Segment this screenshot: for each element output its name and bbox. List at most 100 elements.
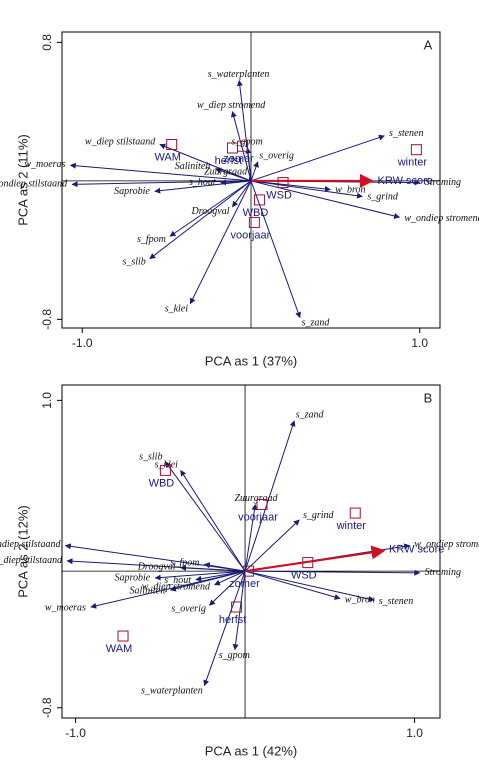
loading-arrow xyxy=(244,420,296,572)
loading-arrow xyxy=(209,570,246,606)
point-label: voorjaar xyxy=(231,229,271,241)
point-label: WBD xyxy=(149,477,175,489)
y-axis-label: PCA as 2 (11%) xyxy=(15,134,30,226)
arrow-label: s_stenen xyxy=(379,596,413,607)
loading-arrow xyxy=(69,162,252,182)
sample-point xyxy=(349,507,361,519)
loading-arrow xyxy=(250,180,363,199)
loading-arrow xyxy=(154,180,252,194)
panel-label: A xyxy=(424,37,433,52)
loading-arrow xyxy=(164,461,246,572)
point-label: herfst xyxy=(215,155,243,167)
loading-arrow xyxy=(244,519,300,572)
arrow-label: w_diep stilstaand xyxy=(85,137,156,148)
arrow-label: Saliniteit xyxy=(175,161,211,172)
sample-point xyxy=(248,216,260,228)
x-axis-label: PCA as 1 (37%) xyxy=(205,353,298,368)
y-tick-label: -0.8 xyxy=(40,697,54,718)
sample-point xyxy=(253,194,265,206)
arrow-label: s_fpom xyxy=(171,558,200,569)
loading-arrow xyxy=(154,570,246,581)
loading-arrow xyxy=(159,143,252,182)
loading-arrow xyxy=(250,180,331,192)
point-label: winter xyxy=(336,520,367,532)
loading-arrow xyxy=(250,180,301,319)
x-tick-label: -1.0 xyxy=(72,336,93,350)
point-label: WSD xyxy=(266,190,292,202)
arrow-label: Stroming xyxy=(425,567,461,578)
sample-point xyxy=(410,144,422,156)
sample-point xyxy=(242,565,254,577)
loading-arrow xyxy=(203,562,246,572)
arrow-label: Droogval xyxy=(137,562,176,573)
arrow-label: s_stenen xyxy=(389,128,423,139)
loading-arrow xyxy=(232,180,252,208)
arrow-label: Droogval xyxy=(191,206,230,217)
arrow-label: w_ondiep stilstaand xyxy=(0,539,61,550)
sample-point xyxy=(302,557,314,569)
loading-arrow xyxy=(90,570,246,609)
y-tick-label: -0.8 xyxy=(40,309,54,330)
loading-arrow xyxy=(245,147,252,181)
arrow-label: KRW score xyxy=(389,544,444,556)
arrow-label: s_hout xyxy=(164,575,191,586)
arrow-label: w_ondiep stromend xyxy=(404,213,479,224)
plot-frame xyxy=(61,384,441,719)
arrow-label: Saprobie xyxy=(114,186,150,197)
arrow-label: Stroming xyxy=(425,177,461,188)
arrow-label: s_gpom xyxy=(219,650,250,661)
loading-arrow xyxy=(169,180,252,237)
arrow-label: w_moeras xyxy=(24,159,65,170)
arrow-label: Zuurgraad xyxy=(235,493,279,504)
point-label: zomer xyxy=(229,578,260,590)
point-label: winter xyxy=(397,157,428,169)
loading-arrow xyxy=(64,543,246,572)
loading-arrow xyxy=(248,176,255,184)
arrow-label: w_bron xyxy=(345,594,375,605)
arrow-label: s_grind xyxy=(367,192,399,203)
loading-arrow xyxy=(189,180,252,305)
sample-point xyxy=(166,139,178,151)
arrow-label: w_diep stromend xyxy=(197,100,266,111)
loading-arrow xyxy=(149,180,252,260)
loading-arrow xyxy=(214,570,246,586)
sample-point xyxy=(256,499,268,511)
arrow-label: s_waterplanten xyxy=(208,69,270,80)
arrow-label: w_ondiep stilstaand xyxy=(0,179,68,190)
sample-point xyxy=(159,464,171,476)
arrow-label: s_waterplanten xyxy=(141,686,203,697)
loading-arrow xyxy=(244,545,386,573)
point-label: WAM xyxy=(106,643,132,655)
sample-point xyxy=(117,630,129,642)
arrow-label: s_zand xyxy=(296,409,325,420)
x-tick-label: 1.0 xyxy=(411,336,428,350)
point-label: WBD xyxy=(243,207,269,219)
point-label: herfst xyxy=(219,614,247,626)
arrow-label: w_ondiep stromend xyxy=(414,539,479,550)
arrow-label: w_bron xyxy=(335,184,365,195)
arrow-label: s_hout xyxy=(189,177,216,188)
arrow-label: s_overig xyxy=(259,150,293,161)
point-label: WSD xyxy=(291,570,317,582)
loading-arrow xyxy=(220,179,252,186)
y-tick-label: 1.0 xyxy=(40,392,54,409)
x-tick-label: 1.0 xyxy=(406,726,423,740)
loading-arrow xyxy=(230,111,252,181)
arrow-label: s_slib xyxy=(122,257,145,268)
arrow-label: Saprobie xyxy=(114,573,150,584)
arrow-label: w_diep stilstaand xyxy=(0,555,63,566)
loading-arrow xyxy=(250,134,385,182)
loading-arrow xyxy=(250,180,401,219)
arrow-label: s_grind xyxy=(303,510,335,521)
arrow-label: s_overig xyxy=(171,604,205,615)
x-axis-label: PCA as 1 (42%) xyxy=(205,743,298,758)
loading-arrow xyxy=(244,570,375,602)
point-label: zomer xyxy=(223,153,254,165)
point-label: voorjaar xyxy=(238,511,278,523)
arrow-label: s_zand xyxy=(302,318,331,329)
loading-arrow xyxy=(244,503,258,572)
loading-arrow xyxy=(180,469,246,572)
sample-point xyxy=(277,177,289,189)
loading-arrow xyxy=(245,569,421,576)
